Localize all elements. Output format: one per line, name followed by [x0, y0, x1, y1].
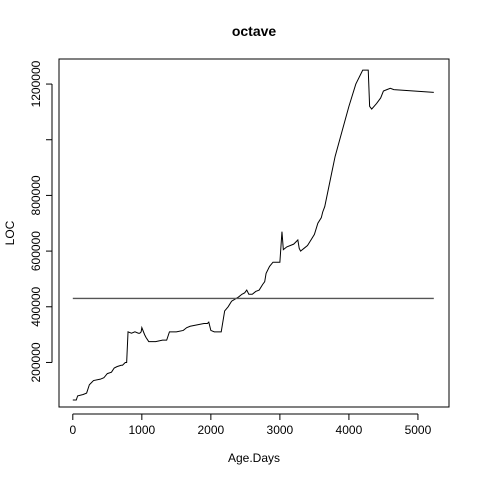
- y-tick-label: 1200000: [29, 60, 43, 107]
- y-tick-label: 400000: [29, 286, 43, 326]
- series-layer: [72, 69, 434, 401]
- x-tick-label: 0: [69, 423, 76, 437]
- y-tick-label: 200000: [29, 342, 43, 382]
- x-tick-label: 3000: [267, 423, 294, 437]
- plot-box: [58, 58, 450, 408]
- x-tick-label: 5000: [405, 423, 432, 437]
- x-tick-label: 1000: [128, 423, 155, 437]
- x-axis: 0 1000 2000 3000 4000 5000: [69, 413, 432, 437]
- y-axis: 200000 400000 600000 800000 1200000: [29, 60, 53, 382]
- y-axis-label: LOC: [3, 220, 17, 245]
- x-tick-label: 2000: [198, 423, 225, 437]
- series-line: [72, 69, 434, 401]
- chart-title: octave: [232, 23, 277, 39]
- x-tick-label: 4000: [336, 423, 363, 437]
- y-tick-label: 800000: [29, 175, 43, 215]
- y-tick-label: 600000: [29, 231, 43, 271]
- x-axis-label: Age.Days: [228, 451, 280, 465]
